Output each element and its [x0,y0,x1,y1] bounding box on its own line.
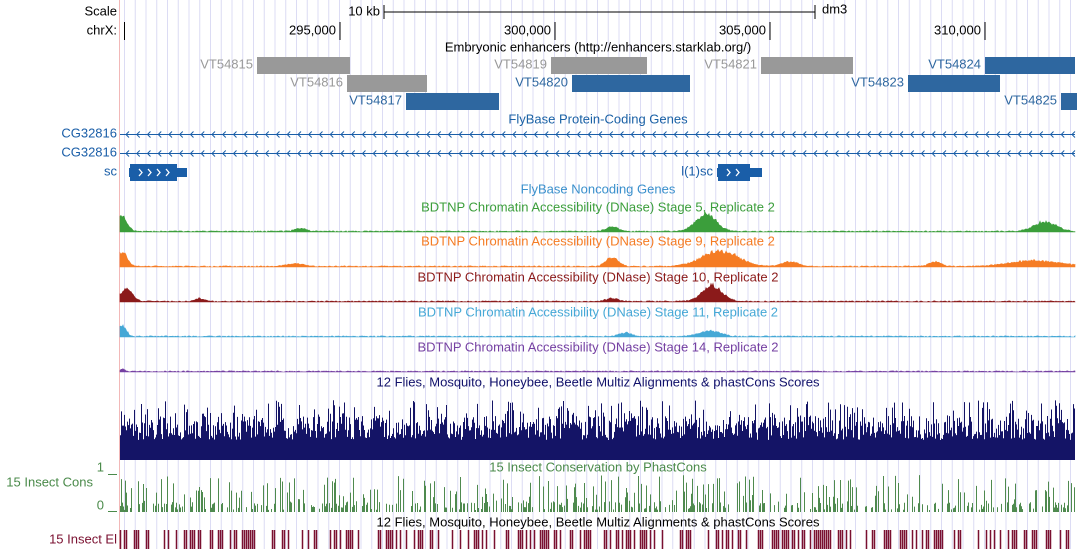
track-title: BDTNP Chromatin Accessibility (DNase) St… [417,339,778,354]
gene-label: l(1)sc [681,163,713,178]
axis-max: 1 [97,459,104,474]
track-title: 12 Flies, Mosquito, Honeybee, Beetle Mul… [377,374,820,389]
enhancer [406,93,499,110]
enhancer-label: VT54817 [349,92,402,107]
enhancer-label: VT54824 [928,56,981,71]
ruler-label: 300,000 [504,22,551,37]
track-title: Embryonic enhancers (http://enhancers.st… [445,39,751,54]
gene-strand [726,168,740,177]
track-title: 15 Insect Conservation by PhastCons [489,459,707,474]
track-label: 15 Insect El [49,531,117,546]
enhancer [551,57,647,74]
axis-min: 0 [97,497,104,512]
assembly: dm3 [822,1,847,16]
track-title: FlyBase Protein-Coding Genes [508,111,688,126]
conservation [120,400,1075,460]
track-title: BDTNP Chromatin Accessibility (DNase) St… [421,199,775,214]
track-title: BDTNP Chromatin Accessibility (DNase) St… [418,304,778,319]
scale-label: Scale [84,3,117,18]
gene-strand [125,150,1076,157]
gene-cds [130,164,177,181]
signal [119,368,1076,373]
ruler-label: 295,000 [289,22,336,37]
enhancer [985,57,1075,74]
signal [119,324,1076,338]
tracks: VT54815 VT54819 VT54821 VT54824 VT54816 VT548… [61,56,1077,549]
scale-bar-label: 10 kb [348,3,380,18]
enhancer [908,75,1000,92]
enhancer-label: VT54815 [200,56,253,71]
enhancer-label: VT54823 [851,74,904,89]
gene-strand [138,168,170,177]
phastcons [120,475,1075,512]
enhancer [347,75,427,92]
ruler-label: 305,000 [719,22,766,37]
chrom-label: chrX: [87,22,117,37]
elements [119,530,1070,549]
signal [119,282,1076,303]
track-title: 12 Flies, Mosquito, Honeybee, Beetle Mul… [377,514,820,529]
gene-label: CG32816 [61,144,117,159]
enhancer [761,57,853,74]
enhancer [257,57,350,74]
enhancer [572,75,690,92]
enhancer-label: VT54819 [494,56,547,71]
ruler-label: 310,000 [934,22,981,37]
gene-label: CG32816 [61,125,117,140]
enhancer-label: VT54821 [704,56,757,71]
enhancer [1061,93,1077,110]
track-title: BDTNP Chromatin Accessibility (DNase) St… [421,233,775,248]
gene-strand [125,131,1076,138]
enhancer-label: VT54820 [515,74,568,89]
track-label: 15 Insect Cons [6,474,93,489]
enhancer-label: VT54816 [290,74,343,89]
signal [119,211,1076,233]
signal [119,249,1076,268]
track-title: BDTNP Chromatin Accessibility (DNase) St… [417,269,778,284]
track-title: FlyBase Noncoding Genes [521,181,676,196]
gene-label: sc [104,163,118,178]
gene-cds [718,164,750,181]
scale-bar [383,5,816,19]
enhancer-label: VT54825 [1004,92,1057,107]
